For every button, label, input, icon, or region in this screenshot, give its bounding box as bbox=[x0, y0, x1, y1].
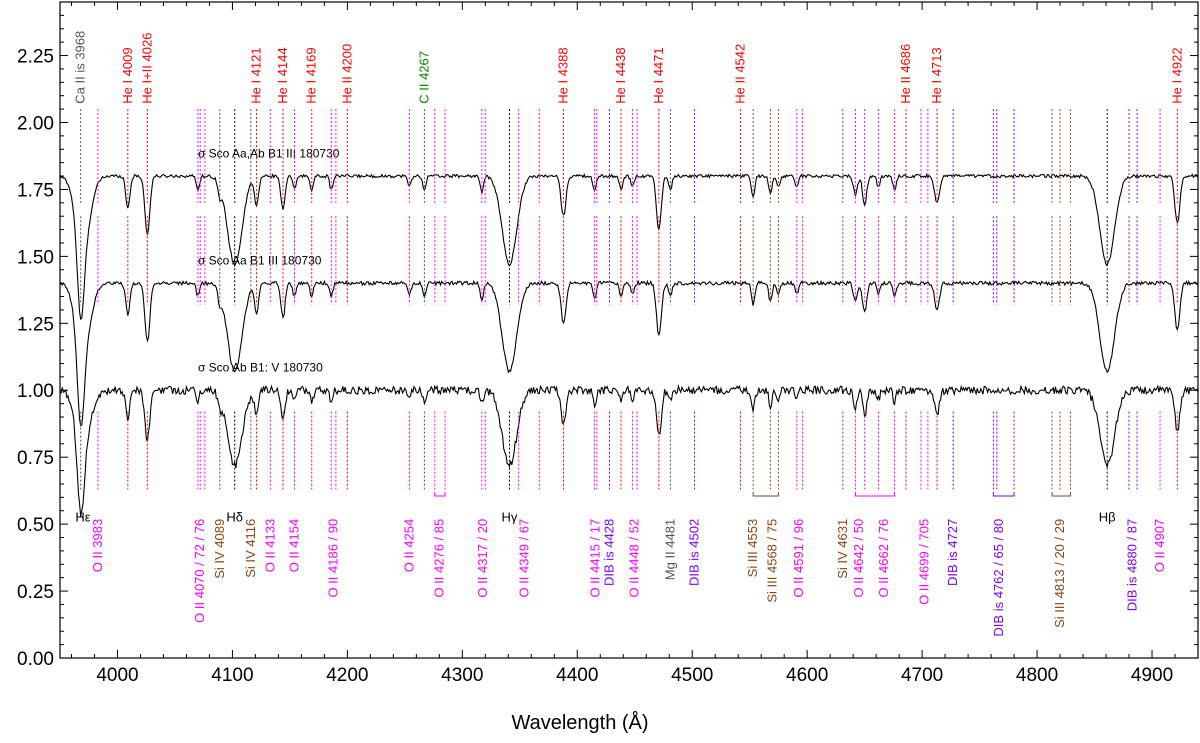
bottom-line-label-1: O II 3983 bbox=[90, 519, 105, 572]
bottom-line-label-24: O II 4662 / 76 bbox=[876, 519, 891, 598]
bottom-line-label-19: Si III 4553 bbox=[745, 519, 760, 578]
y-tick-label-8: 2.00 bbox=[17, 113, 54, 134]
y-tick-label-7: 1.75 bbox=[17, 180, 54, 201]
x-tick-label-0: 4000 bbox=[96, 665, 138, 686]
top-line-label-11: He II 4542 bbox=[733, 44, 748, 104]
bottom-line-label-21: O II 4591 / 96 bbox=[791, 519, 806, 598]
bottom-line-label-30: DIB is 4880 / 87 bbox=[1124, 519, 1139, 612]
axes-group: 0.00 0.25 0.50 0.75 1.00 1.25 1.50 1.75 2.00 2.25… bbox=[17, 1, 1199, 686]
x-axis-label: Wavelength (Å) bbox=[511, 711, 648, 734]
x-tick-label-3: 4300 bbox=[441, 665, 483, 686]
top-line-label-1: He I 4009 bbox=[120, 47, 135, 103]
line-labels-group: Ca II is 3968 He I 4009 He I+II 4026 He I 4… bbox=[73, 31, 1185, 637]
y-tick-label-0: 0.00 bbox=[17, 649, 54, 670]
bottom-line-label-6: O II 4133 bbox=[262, 519, 277, 572]
x-tick-label-9: 4900 bbox=[1131, 665, 1173, 686]
y-tick-label-5: 1.25 bbox=[17, 314, 54, 335]
top-line-label-7: C II 4267 bbox=[416, 51, 431, 104]
spectrum-line-1 bbox=[59, 279, 1199, 427]
top-line-label-10: He I 4471 bbox=[651, 47, 666, 103]
y-tick-label-3: 0.75 bbox=[17, 448, 54, 469]
x-tick-label-5: 4500 bbox=[671, 665, 713, 686]
bottom-line-label-27: DIB is 4762 / 65 / 80 bbox=[991, 519, 1006, 637]
x-tick-label-2: 4200 bbox=[326, 665, 368, 686]
bottom-line-label-25: O II 4699 / 705 bbox=[916, 519, 931, 605]
bottom-line-label-17: Mg II 4481 bbox=[662, 519, 677, 580]
bottom-line-label-2: O II 4070 / 72 / 76 bbox=[192, 519, 207, 623]
x-tick-label-1: 4100 bbox=[211, 665, 253, 686]
bottom-line-label-5: Si IV 4116 bbox=[243, 519, 258, 578]
bottom-line-label-20: Si III 4568 / 75 bbox=[765, 519, 780, 603]
x-tick-label-6: 4600 bbox=[786, 665, 828, 686]
y-tick-label-1: 0.25 bbox=[17, 582, 54, 603]
bottom-line-label-22: Si IV 4631 bbox=[835, 519, 850, 579]
top-line-label-3: He I 4121 bbox=[249, 47, 264, 103]
x-tick-label-8: 4800 bbox=[1016, 665, 1058, 686]
bottom-line-label-23: O II 4642 / 50 bbox=[851, 519, 866, 598]
bottom-line-label-8: O II 4186 / 90 bbox=[326, 519, 341, 598]
bottom-line-label-9: O II 4254 bbox=[401, 519, 416, 572]
bottom-line-label-16: O II 4448 / 52 bbox=[627, 519, 642, 598]
series-label-2: σ Sco Ab B1: V 180730 bbox=[198, 361, 323, 375]
y-tick-label-6: 1.50 bbox=[17, 247, 54, 268]
bottom-line-label-0: Hε bbox=[75, 509, 90, 524]
y-tick-label-2: 0.50 bbox=[17, 515, 54, 536]
bottom-line-label-11: O II 4317 / 20 bbox=[475, 519, 490, 598]
x-tick-label-7: 4700 bbox=[901, 665, 943, 686]
spectrum-line-0 bbox=[59, 172, 1199, 321]
y-tick-label-4: 1.00 bbox=[17, 381, 54, 402]
bottom-line-label-31: O II 4907 bbox=[1152, 519, 1167, 572]
bracket-3 bbox=[992, 492, 1015, 497]
bracket-2 bbox=[854, 492, 896, 497]
plot-frame bbox=[59, 1, 1199, 659]
bottom-line-label-29: Hβ bbox=[1099, 509, 1116, 524]
top-line-label-0: Ca II is 3968 bbox=[73, 31, 88, 104]
bracket-4 bbox=[1051, 492, 1071, 497]
series-label-0: σ Sco Aa,Ab B1 III 180730 bbox=[198, 146, 340, 160]
spectra-group: σ Sco Aa,Ab B1 III 180730 σ Sco Aa B1 III… bbox=[59, 146, 1199, 517]
top-line-label-2: He I+II 4026 bbox=[139, 33, 154, 104]
top-line-label-4: He I 4144 bbox=[275, 47, 290, 103]
x-tick-label-4: 4400 bbox=[556, 665, 598, 686]
top-line-label-14: He I 4922 bbox=[1169, 47, 1184, 103]
bottom-line-label-13: O II 4349 / 67 bbox=[516, 519, 531, 598]
top-line-label-12: He II 4686 bbox=[898, 44, 913, 104]
top-line-label-9: He I 4438 bbox=[613, 47, 628, 103]
top-line-label-13: He I 4713 bbox=[929, 47, 944, 103]
bracket-0 bbox=[434, 492, 446, 497]
bottom-line-label-4: Hδ bbox=[226, 509, 243, 524]
bottom-line-label-12: Hγ bbox=[502, 509, 518, 524]
bottom-line-label-28: Si III 4813 / 20 / 29 bbox=[1052, 519, 1067, 628]
series-label-1: σ Sco Aa B1 III 180730 bbox=[198, 253, 322, 267]
top-line-label-8: He I 4388 bbox=[555, 47, 570, 103]
y-tick-label-9: 2.25 bbox=[17, 47, 54, 68]
bracket-1 bbox=[752, 492, 779, 497]
bottom-line-label-10: O II 4276 / 85 bbox=[431, 519, 446, 598]
line-markers-group bbox=[80, 109, 1178, 497]
bottom-line-label-14: O II 4415 / 17 bbox=[588, 519, 603, 598]
bottom-line-label-3: Si IV 4089 bbox=[212, 519, 227, 579]
spectrum-line-2 bbox=[59, 384, 1199, 517]
top-line-label-6: He II 4200 bbox=[339, 44, 354, 104]
bottom-line-label-15: DIB is 4428 bbox=[601, 519, 616, 586]
bottom-line-label-18: DIB is 4502 bbox=[687, 519, 702, 586]
top-line-label-5: He I 4169 bbox=[304, 47, 319, 103]
bottom-line-label-26: DIB is 4727 bbox=[945, 519, 960, 586]
bottom-line-label-7: O II 4154 bbox=[286, 519, 301, 572]
